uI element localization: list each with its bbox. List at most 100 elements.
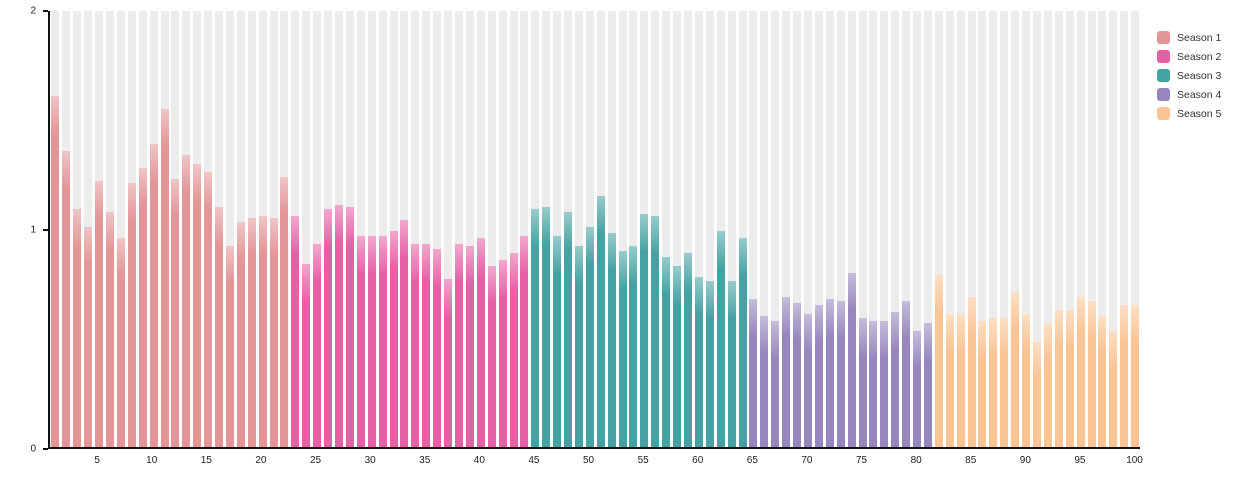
bar-episode-44 bbox=[520, 235, 529, 447]
background-stripe bbox=[629, 11, 638, 447]
x-tick-label-10: 10 bbox=[146, 455, 158, 466]
bar-slot-69 bbox=[792, 11, 803, 447]
bar-slot-78 bbox=[890, 11, 901, 447]
bar-slot-29 bbox=[355, 11, 366, 447]
background-stripe bbox=[891, 11, 900, 447]
bar-slot-44 bbox=[519, 11, 530, 447]
bar-slot-94 bbox=[1064, 11, 1075, 447]
y-tick-mark bbox=[43, 10, 48, 12]
x-tick-label-80: 80 bbox=[910, 455, 922, 466]
bar-slot-95 bbox=[1075, 11, 1086, 447]
bar-slot-79 bbox=[901, 11, 912, 447]
bar-episode-8 bbox=[127, 183, 136, 447]
bar-slot-14 bbox=[192, 11, 203, 447]
x-tick-label-35: 35 bbox=[419, 455, 431, 466]
bar-episode-20 bbox=[258, 215, 267, 447]
bar-episode-54 bbox=[629, 246, 638, 447]
bar-slot-99 bbox=[1119, 11, 1130, 447]
background-stripe bbox=[444, 11, 453, 447]
background-stripe bbox=[465, 11, 474, 447]
legend-item-season-4[interactable]: Season 4 bbox=[1157, 85, 1221, 104]
bar-slot-30 bbox=[366, 11, 377, 447]
background-stripe bbox=[869, 11, 878, 447]
background-stripe bbox=[356, 11, 365, 447]
background-stripe bbox=[956, 11, 965, 447]
bar-slot-53 bbox=[617, 11, 628, 447]
bar-slot-22 bbox=[279, 11, 290, 447]
background-stripe bbox=[509, 11, 518, 447]
legend-item-season-1[interactable]: Season 1 bbox=[1157, 28, 1221, 47]
bar-slot-28 bbox=[344, 11, 355, 447]
background-stripe bbox=[902, 11, 911, 447]
bar-episode-17 bbox=[225, 246, 234, 447]
background-stripe bbox=[225, 11, 234, 447]
background-stripe bbox=[684, 11, 693, 447]
bar-slot-46 bbox=[541, 11, 552, 447]
bar-episode-69 bbox=[793, 303, 802, 447]
bar-episode-21 bbox=[269, 218, 278, 447]
bar-slot-48 bbox=[563, 11, 574, 447]
bar-episode-19 bbox=[247, 218, 256, 447]
background-stripe bbox=[814, 11, 823, 447]
bar-episode-50 bbox=[585, 226, 594, 447]
bar-episode-81 bbox=[923, 322, 932, 447]
bar-episode-32 bbox=[389, 231, 398, 447]
background-stripe bbox=[825, 11, 834, 447]
bar-episode-12 bbox=[171, 178, 180, 447]
bar-slot-55 bbox=[639, 11, 650, 447]
background-stripe bbox=[782, 11, 791, 447]
bar-slot-5 bbox=[94, 11, 105, 447]
background-stripe bbox=[411, 11, 420, 447]
bar-slot-27 bbox=[334, 11, 345, 447]
background-stripe bbox=[520, 11, 529, 447]
bar-episode-27 bbox=[335, 205, 344, 447]
bar-slot-2 bbox=[61, 11, 72, 447]
background-stripe bbox=[760, 11, 769, 447]
bar-slot-62 bbox=[715, 11, 726, 447]
bar-episode-16 bbox=[215, 207, 224, 447]
bar-episode-6 bbox=[105, 211, 114, 447]
bar-slot-15 bbox=[203, 11, 214, 447]
bar-slot-84 bbox=[955, 11, 966, 447]
bar-slot-65 bbox=[748, 11, 759, 447]
legend-label: Season 3 bbox=[1177, 69, 1222, 82]
bar-episode-83 bbox=[945, 314, 954, 447]
bar-slot-12 bbox=[170, 11, 181, 447]
bar-slot-73 bbox=[835, 11, 846, 447]
bar-episode-51 bbox=[596, 196, 605, 447]
bar-slot-81 bbox=[923, 11, 934, 447]
bar-episode-36 bbox=[433, 248, 442, 447]
bar-episode-29 bbox=[356, 235, 365, 447]
background-stripe bbox=[1131, 11, 1140, 447]
bar-slot-4 bbox=[83, 11, 94, 447]
legend-item-season-2[interactable]: Season 2 bbox=[1157, 47, 1221, 66]
bar-episode-86 bbox=[978, 320, 987, 447]
bar-episode-35 bbox=[422, 244, 431, 447]
x-tick-label-95: 95 bbox=[1074, 455, 1086, 466]
bar-slot-91 bbox=[1032, 11, 1043, 447]
bar-slot-82 bbox=[933, 11, 944, 447]
bar-slot-41 bbox=[486, 11, 497, 447]
bar-slot-85 bbox=[966, 11, 977, 447]
legend-label: Season 2 bbox=[1177, 50, 1222, 63]
bar-slot-83 bbox=[944, 11, 955, 447]
bar-slot-19 bbox=[246, 11, 257, 447]
bar-slot-20 bbox=[257, 11, 268, 447]
bar-episode-76 bbox=[869, 320, 878, 447]
bar-episode-91 bbox=[1033, 342, 1042, 447]
bar-episode-37 bbox=[444, 279, 453, 447]
bar-episode-77 bbox=[880, 320, 889, 447]
x-tick-label-20: 20 bbox=[255, 455, 267, 466]
bar-slot-40 bbox=[475, 11, 486, 447]
background-stripe bbox=[422, 11, 431, 447]
legend-item-season-3[interactable]: Season 3 bbox=[1157, 66, 1221, 85]
background-stripe bbox=[836, 11, 845, 447]
background-stripe bbox=[1011, 11, 1020, 447]
bar-episode-13 bbox=[182, 154, 191, 447]
legend-item-season-5[interactable]: Season 5 bbox=[1157, 104, 1221, 123]
background-stripe bbox=[498, 11, 507, 447]
background-stripe bbox=[389, 11, 398, 447]
bar-episode-80 bbox=[913, 331, 922, 447]
background-stripe bbox=[847, 11, 856, 447]
bar-episode-34 bbox=[411, 244, 420, 447]
